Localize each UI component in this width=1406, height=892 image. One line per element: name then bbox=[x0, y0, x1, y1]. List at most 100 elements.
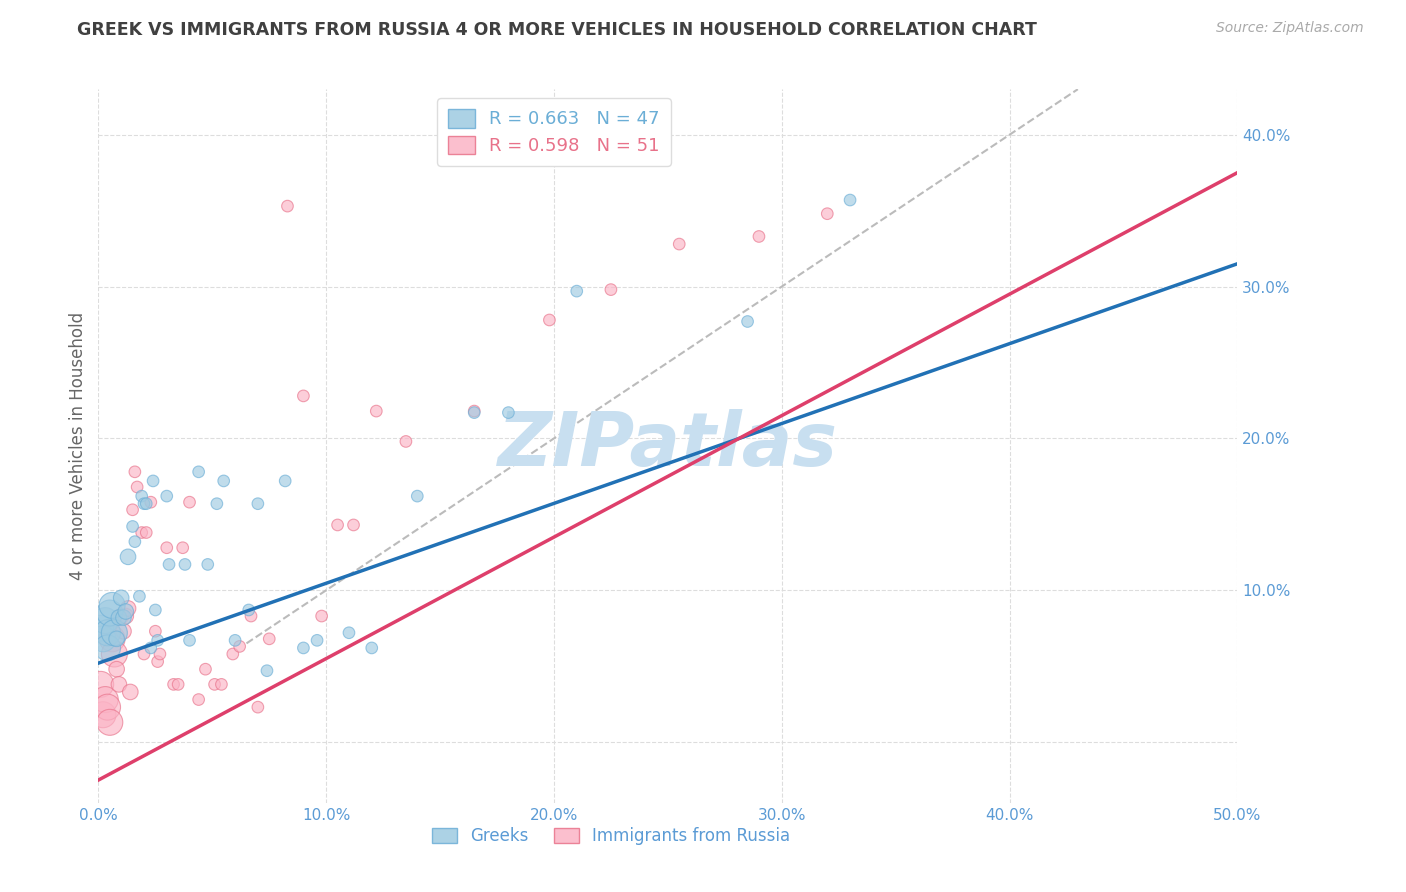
Point bbox=[179, 495, 201, 509]
Point bbox=[538, 313, 561, 327]
Point bbox=[98, 715, 121, 730]
Point bbox=[117, 601, 139, 615]
Point bbox=[112, 624, 135, 639]
Point bbox=[157, 558, 180, 572]
Point bbox=[366, 404, 388, 418]
Point bbox=[167, 677, 190, 691]
Point bbox=[145, 624, 167, 639]
Point bbox=[228, 640, 250, 654]
Point bbox=[142, 474, 165, 488]
Point bbox=[98, 606, 121, 620]
Point bbox=[91, 707, 114, 722]
Point bbox=[131, 489, 153, 503]
Point bbox=[815, 207, 838, 221]
Y-axis label: 4 or more Vehicles in Household: 4 or more Vehicles in Household bbox=[69, 312, 87, 580]
Point bbox=[101, 632, 124, 646]
Point bbox=[668, 237, 690, 252]
Point bbox=[135, 497, 157, 511]
Point bbox=[209, 677, 232, 691]
Point bbox=[110, 609, 132, 624]
Point bbox=[114, 609, 136, 624]
Point bbox=[124, 534, 146, 549]
Point bbox=[146, 655, 169, 669]
Point bbox=[292, 389, 315, 403]
Point bbox=[337, 625, 360, 640]
Point bbox=[748, 229, 770, 244]
Point bbox=[565, 284, 588, 298]
Point bbox=[463, 406, 485, 420]
Point bbox=[139, 640, 162, 655]
Point bbox=[96, 640, 118, 655]
Point bbox=[90, 621, 112, 635]
Point bbox=[240, 609, 263, 624]
Point bbox=[135, 525, 157, 540]
Point bbox=[145, 603, 167, 617]
Point bbox=[360, 640, 382, 655]
Point bbox=[91, 632, 114, 646]
Point bbox=[276, 199, 298, 213]
Point bbox=[204, 677, 226, 691]
Point bbox=[120, 685, 142, 699]
Point bbox=[156, 541, 179, 555]
Point bbox=[187, 465, 209, 479]
Point bbox=[103, 625, 125, 640]
Point bbox=[117, 549, 139, 564]
Point bbox=[256, 664, 278, 678]
Point bbox=[222, 647, 245, 661]
Point bbox=[246, 497, 269, 511]
Point bbox=[112, 610, 135, 624]
Text: GREEK VS IMMIGRANTS FROM RUSSIA 4 OR MORE VEHICLES IN HOUSEHOLD CORRELATION CHAR: GREEK VS IMMIGRANTS FROM RUSSIA 4 OR MOR… bbox=[77, 21, 1038, 39]
Point bbox=[103, 647, 125, 661]
Point bbox=[128, 590, 150, 604]
Point bbox=[114, 605, 136, 619]
Point bbox=[292, 640, 315, 655]
Point bbox=[194, 662, 217, 676]
Point bbox=[127, 480, 149, 494]
Point bbox=[246, 700, 269, 714]
Point bbox=[212, 474, 235, 488]
Point bbox=[101, 599, 124, 613]
Point bbox=[238, 603, 260, 617]
Point bbox=[96, 700, 118, 714]
Point bbox=[187, 692, 209, 706]
Point bbox=[131, 525, 153, 540]
Point bbox=[600, 283, 623, 297]
Point bbox=[737, 314, 759, 328]
Point bbox=[146, 633, 169, 648]
Point bbox=[307, 633, 329, 648]
Point bbox=[96, 625, 118, 640]
Point bbox=[311, 609, 333, 624]
Point bbox=[205, 497, 228, 511]
Point bbox=[197, 558, 219, 572]
Point bbox=[105, 662, 128, 676]
Point bbox=[463, 404, 485, 418]
Point bbox=[132, 647, 155, 661]
Point bbox=[94, 692, 117, 706]
Point bbox=[498, 406, 520, 420]
Point bbox=[274, 474, 297, 488]
Point bbox=[108, 610, 131, 624]
Point bbox=[132, 497, 155, 511]
Point bbox=[406, 489, 429, 503]
Point bbox=[105, 632, 128, 646]
Point bbox=[326, 518, 349, 533]
Point bbox=[110, 591, 132, 605]
Legend: Greeks, Immigrants from Russia: Greeks, Immigrants from Russia bbox=[425, 821, 797, 852]
Point bbox=[172, 541, 194, 555]
Point bbox=[156, 489, 179, 503]
Point bbox=[121, 502, 143, 516]
Point bbox=[162, 677, 184, 691]
Point bbox=[174, 558, 197, 572]
Point bbox=[121, 519, 143, 533]
Point bbox=[179, 633, 201, 648]
Point bbox=[224, 633, 246, 648]
Point bbox=[259, 632, 281, 646]
Point bbox=[149, 647, 172, 661]
Point bbox=[395, 434, 418, 449]
Text: ZIPatlas: ZIPatlas bbox=[498, 409, 838, 483]
Point bbox=[342, 518, 364, 533]
Point bbox=[839, 193, 862, 207]
Point bbox=[108, 677, 131, 691]
Point bbox=[139, 495, 162, 509]
Point bbox=[124, 465, 146, 479]
